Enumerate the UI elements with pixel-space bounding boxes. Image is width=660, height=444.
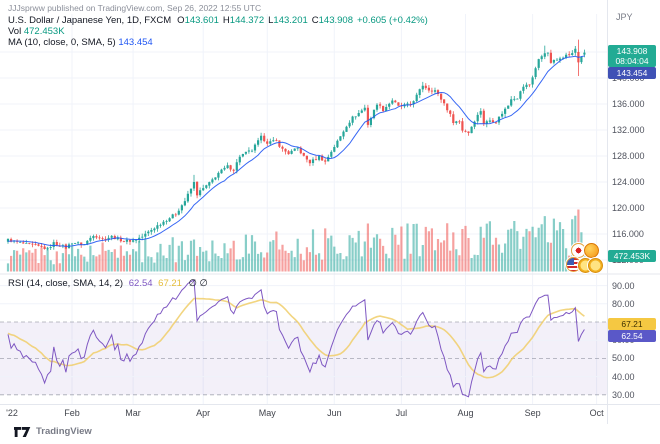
time-scale[interactable] [0, 404, 660, 425]
rsi-legend-row[interactable]: RSI (14, close, SMA, 14, 2) 62.54 67.21 … [8, 278, 208, 289]
time-tick-label[interactable]: Mar [125, 408, 141, 418]
time-tick-label[interactable]: Aug [457, 408, 474, 418]
ohlc-letter: O [177, 15, 185, 26]
ohlc-value: 143.201 [273, 15, 308, 26]
ma-legend-row[interactable]: MA (10, close, 0, SMA, 5) 143.454 [8, 37, 153, 48]
ma-label: MA (10, close, 0, SMA, 5) [8, 37, 116, 48]
dizzy-face-emoji[interactable] [584, 243, 599, 258]
time-tick-label[interactable]: Feb [64, 408, 80, 418]
volume-label: Vol [8, 26, 22, 37]
ohlc-letter: C [311, 15, 319, 26]
rsi-tick-label: 40.00 [612, 371, 635, 382]
rsi-band-values: ∅ ∅ [188, 278, 208, 289]
volume-badge: 472.453K [608, 250, 656, 262]
last-price-value: 143.908 [616, 46, 648, 56]
rsi-tick-label: 80.00 [612, 298, 635, 309]
time-tick-label[interactable]: Jun [327, 408, 342, 418]
rsi-tick-label: 30.00 [612, 389, 635, 400]
time-tick-label[interactable]: May [258, 408, 276, 418]
bar-countdown: 08:04:04 [615, 56, 649, 66]
rsi-tick-label: 50.00 [612, 353, 635, 364]
price-tick-label: 132.000 [612, 125, 645, 135]
rsi-label: RSI (14, close, SMA, 14, 2) [8, 278, 124, 289]
volume-value: 472.453K [23, 26, 65, 37]
ohlc-value: 144.372 [229, 15, 265, 26]
price-tick-label: 120.000 [612, 203, 645, 213]
currency-label: JPY [616, 12, 633, 22]
price-tick-label: 124.000 [612, 177, 645, 187]
ohlc-value: 143.601 [184, 15, 219, 26]
publish-attribution: JJJsprww published on TradingView.com, S… [8, 3, 262, 13]
rsi-ma-badge: 67.21 [608, 318, 656, 330]
rsi-tick-label: 90.00 [612, 280, 635, 291]
tradingview-logo-icon [14, 426, 31, 437]
ohlc-values: O143.601 H144.372 L143.201 C143.908 [177, 15, 357, 26]
last-price-badge: 143.908 08:04:04 [608, 45, 656, 67]
time-tick-label[interactable]: Sep [524, 408, 541, 418]
price-tick-label: 128.000 [612, 151, 645, 161]
tradingview-logo[interactable]: TradingView [14, 426, 92, 437]
tradingview-logo-text: TradingView [36, 426, 92, 437]
ma-price-badge: 143.454 [608, 67, 656, 79]
price-tick-label: 136.000 [612, 99, 645, 109]
ohlc-letter: H [222, 15, 230, 26]
change-value: +0.605 (+0.42%) [356, 15, 428, 26]
symbol-legend-row[interactable]: U.S. Dollar / Japanese Yen, 1D, FXCM O143… [8, 15, 432, 26]
rsi-value-badge: 62.54 [608, 330, 656, 342]
time-tick-label[interactable]: Oct [589, 408, 604, 418]
ohlc-letter: L [268, 15, 274, 26]
price-scale[interactable] [607, 0, 660, 424]
time-tick-label[interactable]: Jul [395, 408, 408, 418]
rsi-value: 62.54 [128, 278, 153, 289]
price-tick-label: 116.000 [612, 229, 644, 239]
rsi-ma-value: 67.21 [158, 278, 182, 289]
ohlc-value: 143.908 [318, 15, 353, 26]
volume-legend-row[interactable]: Vol 472.453K [8, 26, 69, 37]
symbol-title: U.S. Dollar / Japanese Yen, 1D, FXCM [8, 15, 172, 26]
ma-value: 143.454 [118, 37, 153, 48]
time-tick-label[interactable]: '22 [6, 408, 18, 418]
coin-emoji[interactable] [588, 258, 603, 273]
time-tick-label[interactable]: Apr [196, 408, 211, 418]
